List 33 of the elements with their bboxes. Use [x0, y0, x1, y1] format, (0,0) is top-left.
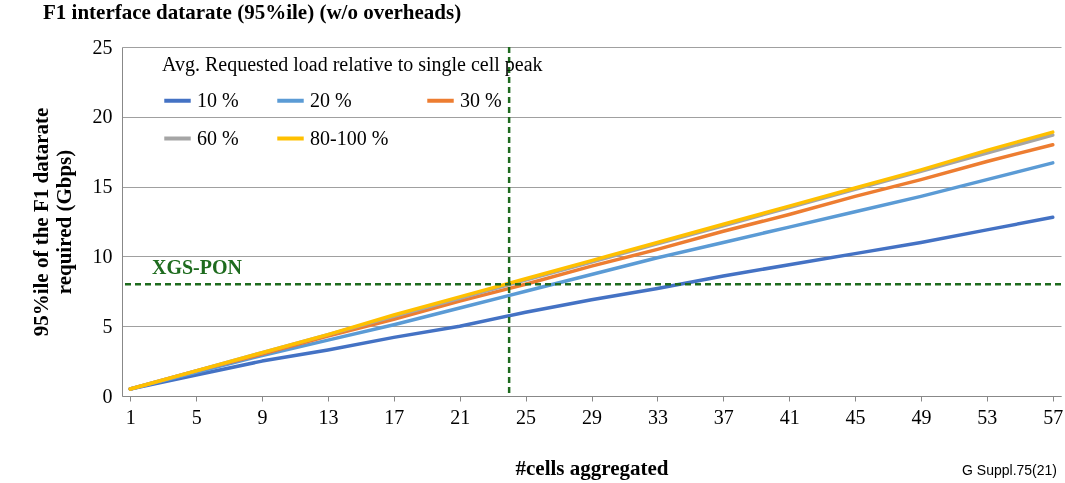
y-tick-label: 10	[92, 244, 113, 267]
y-tick-label: 15	[92, 175, 113, 198]
legend-label: 10 %	[197, 88, 239, 111]
text: G Suppl.75(21)	[962, 462, 1057, 478]
legend-label: 30 %	[460, 88, 502, 111]
x-tick-label: 25	[516, 405, 537, 428]
x-tick-label: 13	[318, 405, 339, 428]
x-tick-label: 21	[450, 405, 471, 428]
x-tick-label: 33	[647, 405, 668, 428]
y-tick-label: 0	[102, 384, 113, 407]
x-tick-label: 29	[582, 405, 602, 428]
x-tick-label: 45	[845, 405, 866, 428]
y-tick-label: 25	[92, 35, 113, 58]
x-tick-label: 41	[779, 405, 800, 428]
ref-line-label: XGS-PON	[152, 256, 243, 279]
x-tick-label: 49	[911, 405, 932, 428]
x-tick-label: 5	[191, 405, 202, 428]
x-tick-label: 9	[257, 405, 268, 428]
y-axis-title: 95%ile of the F1 datarate required (Gbps)	[28, 107, 76, 337]
chart-title: F1 interface datarate (95%ile) (w/o overheads)	[43, 0, 462, 24]
legend-label: 60 %	[197, 126, 239, 149]
line-series	[128, 215, 1055, 391]
x-tick-label: 53	[977, 405, 998, 428]
y-tick-label: 20	[92, 105, 113, 128]
x-tick-label: 1	[125, 405, 136, 428]
x-tick-label: 57	[1043, 405, 1064, 428]
x-axis-title: #cells aggregated	[515, 455, 669, 480]
x-tick-label: 17	[384, 405, 405, 428]
legend-title: Avg. Requested load relative to single cell peak	[162, 53, 543, 76]
legend-label: 20 %	[310, 88, 352, 111]
x-tick-label: 37	[713, 405, 734, 428]
legend-label: 80-100 %	[310, 126, 389, 149]
y-tick-label: 5	[102, 314, 113, 337]
